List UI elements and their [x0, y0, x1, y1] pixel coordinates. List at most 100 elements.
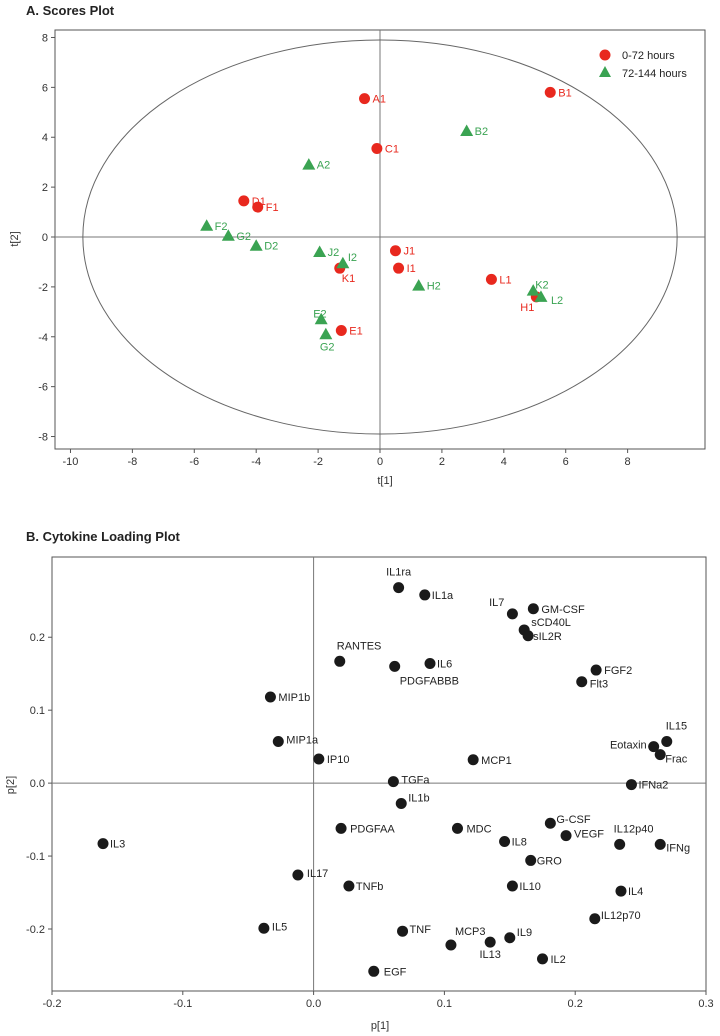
score-label-l2: L2 [551, 295, 563, 307]
legend-label-0-72: 0-72 hours [622, 50, 675, 62]
scores-x-tick-label: -8 [127, 456, 137, 468]
loading-point-il1b [395, 798, 407, 810]
loading-y-tick-label: -0.1 [26, 851, 45, 863]
loading-point-il4 [615, 885, 627, 897]
scores-plot-title: A. Scores Plot [26, 3, 115, 18]
loading-point-gm-csf [527, 603, 539, 615]
score-label-e2: E2 [313, 308, 326, 320]
loading-point-il5 [258, 922, 270, 934]
loading-plot-title: B. Cytokine Loading Plot [26, 529, 181, 544]
scores-y-tick-label: 4 [42, 132, 48, 144]
score-point-g2 [221, 229, 235, 241]
loading-label-il6: IL6 [437, 658, 452, 670]
loading-point-fgf2 [590, 664, 602, 676]
loading-label-il9: IL9 [517, 927, 532, 939]
score-label-b2: B2 [475, 126, 488, 138]
loading-label-il17: IL17 [307, 868, 328, 880]
loading-label-pdgfaa: PDGFAA [350, 823, 395, 835]
loading-label-il2: IL2 [551, 954, 566, 966]
legend-label-72-144: 72-144 hours [622, 68, 687, 80]
score-point-b2 [460, 124, 474, 137]
loading-point-gro [525, 854, 537, 866]
loading-point-il6 [424, 657, 436, 669]
loading-point-il7 [506, 608, 518, 620]
loading-point-il13 [484, 936, 496, 948]
score-label-k1: K1 [342, 273, 355, 285]
loading-point-ifna2 [625, 779, 637, 791]
loading-point-tnfb [343, 880, 355, 892]
scores-y-tick-label: 6 [42, 82, 48, 94]
scores-x-tick-label: -2 [313, 456, 323, 468]
loading-plot: -0.2 -0.1 0.0 0.1 0.2 0.3 -0.2 -0.1 0.0 0.1 0.2 IL1… [26, 556, 714, 1010]
loading-y-tick-label: -0.2 [26, 924, 45, 936]
loading-y-tick-label: 0.1 [30, 705, 45, 717]
loading-label-mdc: MDC [466, 823, 491, 835]
score-label-c1: C1 [385, 143, 399, 155]
loading-point-tgfa [387, 776, 399, 788]
score-point-d1 [238, 195, 250, 207]
loading-label-il1a: IL1a [432, 590, 454, 602]
loading-point-pdgfabbb [389, 660, 401, 672]
scores-y-tick-label: 2 [42, 182, 48, 194]
scores-x-tick-label: 8 [625, 456, 631, 468]
loading-point-il1a [419, 589, 431, 601]
loading-label-il1ra: IL1ra [386, 567, 412, 579]
loading-x-tick-label: -0.2 [43, 998, 62, 1010]
loading-label-il12p40: IL12p40 [614, 823, 654, 835]
loading-point-mip1a [272, 736, 284, 748]
scores-y-tick-label: -4 [38, 332, 48, 344]
loading-label-gro: GRO [537, 855, 563, 867]
loading-x-tick-label: 0.3 [698, 998, 713, 1010]
loading-label-il4: IL4 [628, 886, 643, 898]
loading-point-il12p40 [614, 838, 626, 850]
loading-label-scd40l: sCD40L [531, 617, 571, 629]
scores-x-tick-label: 6 [563, 456, 569, 468]
loading-x-tick-label: 0.0 [306, 998, 321, 1010]
loading-point-pdgfaa [335, 822, 347, 834]
loading-point-eotaxin [648, 741, 660, 753]
loading-label-eotaxin: Eotaxin [610, 740, 647, 752]
score-point-a1 [359, 93, 371, 105]
loading-point-il15 [661, 736, 673, 748]
loading-point-il10 [506, 880, 518, 892]
loading-label-g-csf: G-CSF [556, 814, 591, 826]
loading-point-tnf [397, 925, 409, 937]
loading-point-il8 [499, 835, 511, 847]
loading-point-il12p70 [589, 913, 601, 925]
scores-y-axis-label: t[2] [9, 231, 21, 246]
loading-point-il2 [537, 953, 548, 965]
score-point-f2 [200, 219, 214, 231]
loading-point-mdc [451, 822, 463, 834]
scores-plot: -10-8-6-4-202468-8-6-4-202468A1B1C1D1F1J… [38, 29, 706, 468]
loading-point-flt3 [576, 676, 588, 688]
score-point-c1 [371, 142, 383, 154]
score-label-f2: F2 [215, 221, 228, 233]
loading-label-ip10: IP10 [327, 754, 350, 766]
scores-x-axis-label: t[1] [377, 475, 392, 487]
scores-y-tick-label: -2 [38, 282, 48, 294]
score-point-b1 [544, 86, 556, 98]
score-point-l2 [534, 290, 548, 302]
loading-label-mip1b: MIP1b [278, 692, 310, 704]
scores-y-tick-label: -6 [38, 382, 48, 394]
loading-point-il1ra [393, 582, 405, 594]
scores-x-tick-label: -6 [189, 456, 199, 468]
score-point-j2 [313, 245, 327, 257]
loading-label-egf: EGF [384, 966, 407, 978]
loading-label-ifng: IFNg [666, 842, 690, 854]
loading-label-ifna2: IFNa2 [638, 780, 668, 792]
scores-x-tick-label: -4 [251, 456, 261, 468]
loading-point-il9 [504, 932, 516, 944]
score-label-i2: I2 [348, 252, 357, 264]
score-label-b1: B1 [558, 87, 571, 99]
loading-label-il7: IL7 [489, 597, 504, 609]
loading-label-vegf: VEGF [574, 829, 604, 841]
score-label-j2: J2 [328, 247, 340, 259]
scores-y-tick-label: 0 [42, 232, 48, 244]
score-point-d2 [249, 239, 263, 251]
loading-label-il13: IL13 [479, 949, 500, 961]
scores-x-tick-label: 2 [439, 456, 445, 468]
score-label-h1: H1 [520, 302, 534, 314]
loading-point-sil2r [522, 630, 534, 642]
